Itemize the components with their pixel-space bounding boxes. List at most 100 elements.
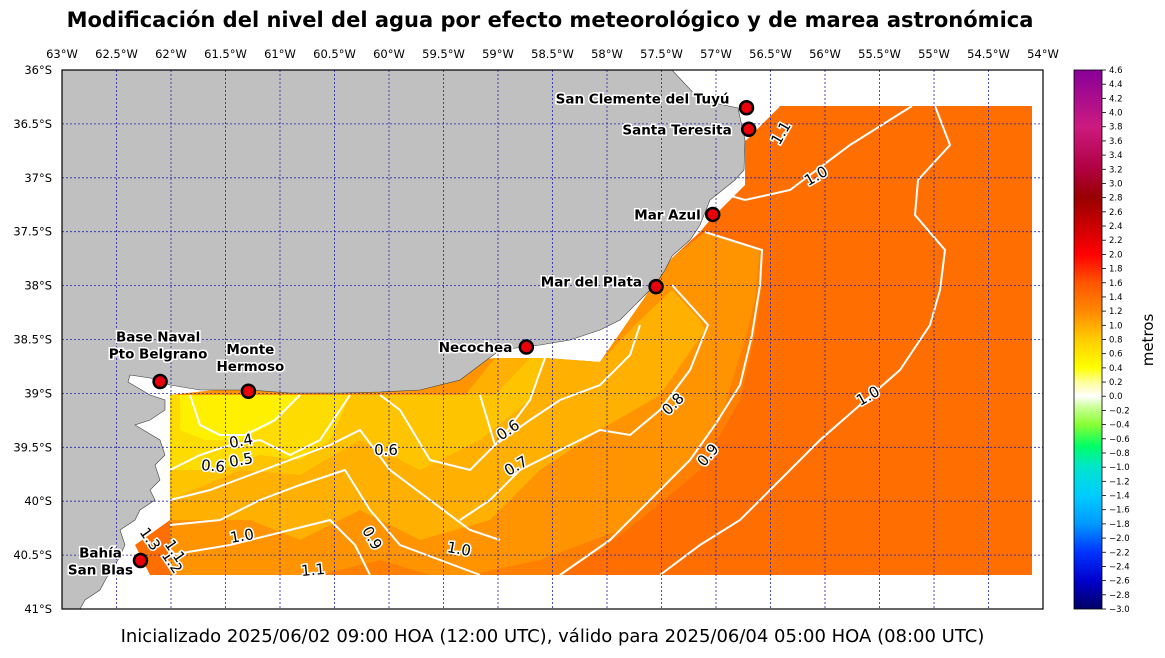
colorbar-tick-label: −1.8	[1109, 520, 1130, 530]
colorbar-tick-label: 1.0	[1109, 321, 1123, 331]
colorbar-tick-label: 0.6	[1109, 350, 1123, 360]
longitude-label: 56°W	[809, 47, 841, 61]
station-marker: San Clemente del Tuyú	[554, 90, 755, 116]
station-label: Base Naval Pto Belgrano	[109, 330, 208, 363]
colorbar-tick-label: 4.0	[1109, 109, 1123, 119]
longitude-label: 62°W	[155, 47, 187, 61]
station-marker: Santa Teresita	[621, 121, 757, 140]
longitude-label: 61°W	[264, 47, 296, 61]
contour-label-text: 0.6	[374, 441, 398, 459]
station-marker: Monte Hermoso	[215, 341, 286, 399]
station-dot	[648, 278, 664, 295]
longitude-label: 56.5°W	[749, 47, 792, 61]
station-label: Mar del Plata	[541, 275, 642, 291]
station-label: Mar Azul	[634, 207, 700, 223]
longitude-label: 62.5°W	[95, 47, 138, 61]
colorbar-tick-label: 1.8	[1109, 265, 1123, 275]
colorbar-tick-label: −2.4	[1109, 562, 1130, 572]
colorbar-gradient	[1073, 69, 1103, 610]
contour-line	[659, 105, 952, 576]
latitude-label: 38°S	[24, 279, 52, 293]
colorbar	[1073, 69, 1103, 610]
longitude-label: 54.5°W	[967, 47, 1010, 61]
colorbar-tick-label: 0.0	[1109, 392, 1123, 402]
contour-line	[169, 428, 501, 541]
colorbar-tick-label: −0.6	[1109, 435, 1130, 445]
contour-label: 0.6	[199, 454, 227, 477]
longitude-label: 57.5°W	[640, 47, 683, 61]
longitude-label: 55°W	[918, 47, 950, 61]
colorbar-tick-label: −1.0	[1109, 463, 1130, 473]
colorbar-tick-label: −1.4	[1109, 492, 1130, 502]
contour-line	[169, 394, 351, 471]
latitude-label: 39.5°S	[13, 440, 52, 454]
station-label: Necochea	[439, 340, 513, 356]
station-label: Bahía San Blas	[68, 545, 133, 578]
latitude-label: 40°S	[24, 494, 52, 508]
contour-label: 1.1	[299, 558, 327, 581]
station-dot	[704, 206, 721, 223]
station-dot	[240, 383, 257, 399]
contour-line	[169, 518, 371, 576]
colorbar-tick-label: 0.2	[1109, 378, 1123, 388]
longitude-labels: 63°W 62.5°W 62°W 61.5°W 61°W 60.5°W 60°W 59.5°W…	[46, 47, 1059, 61]
colorbar-tick-label: −0.4	[1109, 421, 1130, 431]
field-level-0-6	[170, 358, 545, 500]
station-dot	[518, 339, 535, 355]
colorbar-ticks: 4.6 4.4 4.2 4.0 3.8 3.6 3.4 3.2 3.0 2.8 2.6 2.4 2.2 2…	[1102, 66, 1130, 615]
latitude-label: 37.5°S	[13, 225, 52, 239]
station-label: Monte Hermoso	[217, 342, 285, 375]
colorbar-tick-label: 1.2	[1109, 307, 1123, 317]
station-label: Santa Teresita	[622, 122, 731, 138]
colorbar-tick-label: 1.6	[1109, 279, 1123, 289]
colorbar-tick-label: 0.4	[1109, 364, 1123, 374]
contour-line	[189, 394, 301, 436]
colorbar-tick-label: 2.2	[1109, 236, 1123, 246]
station-marker: Bahía San Blas	[66, 544, 149, 580]
latitude-label: 36°S	[24, 63, 52, 77]
station-dot	[152, 373, 168, 390]
colorbar-tick-label: 4.2	[1109, 94, 1123, 104]
colorbar-tick-label: −2.0	[1109, 534, 1130, 544]
contour-lines	[169, 105, 952, 576]
contour-label: 0.6	[373, 440, 400, 461]
latitude-label: 38.5°S	[13, 333, 52, 347]
latitude-label: 36.5°S	[13, 117, 52, 131]
longitude-label: 54°W	[1027, 47, 1059, 61]
station-dot	[740, 121, 757, 138]
map-title: Modificación del nivel del agua por efec…	[66, 8, 1034, 32]
footer-timestamp: Inicializado 2025/06/02 09:00 HOA (12:00…	[120, 626, 985, 647]
latitude-label: 37°S	[24, 171, 52, 185]
colorbar-tick-label: 2.8	[1109, 194, 1123, 204]
longitude-label: 61.5°W	[204, 47, 247, 61]
colorbar-tick-label: 3.0	[1109, 179, 1123, 189]
stations: San Clemente del Tuyú Santa Teresita Mar A…	[66, 90, 757, 580]
colorbar-tick-label: 1.4	[1109, 293, 1123, 303]
colorbar-tick-label: 4.6	[1109, 66, 1123, 76]
contour-label-text: 0.6	[200, 456, 225, 476]
contour-line	[559, 231, 764, 576]
colorbar-tick-label: 3.6	[1109, 137, 1123, 147]
contour-line	[379, 357, 546, 472]
colorbar-tick-label: 0.8	[1109, 336, 1123, 346]
longitude-label: 63°W	[46, 47, 78, 61]
longitude-label: 60°W	[373, 47, 405, 61]
colorbar-tick-label: −2.2	[1109, 548, 1130, 558]
water-level-field	[135, 106, 1032, 575]
colorbar-tick-label: −2.6	[1109, 577, 1130, 587]
station-marker: Base Naval Pto Belgrano	[107, 328, 209, 390]
contour-label-text: 0.4	[228, 430, 255, 452]
latitude-label: 40.5°S	[13, 548, 52, 562]
station-dot	[738, 99, 755, 116]
contour-line	[459, 284, 710, 521]
longitude-label: 59°W	[482, 47, 514, 61]
colorbar-tick-label: 4.4	[1109, 80, 1123, 90]
colorbar-tick-label: 3.4	[1109, 151, 1123, 161]
colorbar-tick-label: −3.0	[1109, 605, 1130, 615]
colorbar-label: metros	[1139, 314, 1157, 367]
latitude-label: 41°S	[24, 602, 52, 616]
longitude-label: 57°W	[700, 47, 732, 61]
station-marker: Mar Azul	[633, 206, 721, 225]
contour-line	[709, 105, 913, 202]
